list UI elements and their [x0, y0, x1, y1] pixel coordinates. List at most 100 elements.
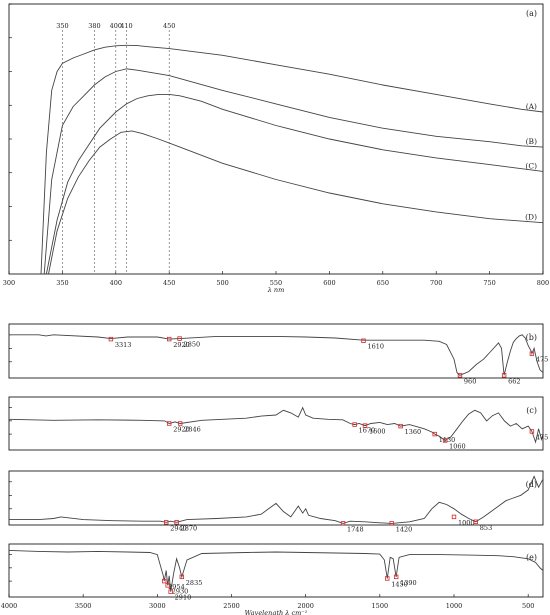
panel-label: (d) [526, 480, 537, 489]
peak-label: 475 [536, 433, 548, 441]
x-tick-label: 750 [483, 279, 495, 287]
panel-label: (a) [526, 9, 537, 18]
x-tick-label: 400 [110, 279, 122, 287]
series-label: (A) [526, 102, 537, 111]
peak-marker [168, 589, 173, 594]
series-line-A [40, 44, 544, 275]
peak-label: 1670 [359, 427, 376, 435]
x-tick-label: 1000 [446, 602, 463, 610]
peak-marker [529, 351, 535, 356]
plot-frame [8, 323, 544, 379]
peak-label: 2835 [186, 579, 203, 587]
x-tick-label: 700 [430, 279, 442, 287]
series-line [8, 406, 544, 444]
peak-label: 2850 [184, 341, 201, 349]
series-label: (B) [526, 137, 537, 146]
x-tick-label: 2500 [223, 602, 240, 610]
series-line [9, 334, 544, 376]
peak-marker [177, 336, 182, 341]
peak-marker [432, 431, 437, 437]
x-axis-label: λ nm [267, 286, 285, 294]
peak-label: 2920 [173, 426, 190, 434]
vline-label: 410 [120, 22, 132, 30]
x-tick-label: 3500 [75, 602, 92, 610]
peak-marker [352, 422, 357, 427]
x-tick-label: 650 [377, 279, 389, 287]
vline-label: 350 [56, 22, 68, 30]
peak-label: 2910 [175, 594, 192, 602]
plot-frame [8, 470, 544, 526]
peak-label: 2930 [172, 587, 189, 595]
peak-label: 1748 [347, 525, 364, 533]
x-tick-label: 300 [3, 279, 15, 287]
peak-marker [174, 520, 179, 525]
panel-label: (b) [526, 333, 537, 342]
peak-marker [165, 583, 170, 588]
peak-label: 662 [508, 377, 520, 385]
peak-marker [166, 421, 172, 426]
peak-label: 2940 [170, 524, 187, 532]
series-line [8, 549, 544, 592]
peak-label: 3313 [115, 341, 132, 349]
panel-e: (e) 4000 3500 3000 2500 2000 1500 1000 500 Wavele… [1, 543, 544, 615]
panel-label: (c) [526, 406, 537, 415]
peak-label: 1450 [391, 580, 408, 588]
series-line-C [45, 93, 544, 275]
peak-marker [473, 519, 479, 524]
x-tick-label: 500 [216, 279, 228, 287]
peak-marker [501, 373, 507, 378]
series-line-D [48, 130, 544, 275]
peak-marker [385, 576, 390, 581]
peak-label: 1610 [368, 343, 385, 351]
peak-label: 1000 [458, 519, 475, 527]
peak-marker [177, 421, 183, 426]
peak-marker [108, 336, 114, 342]
peak-label: 1360 [405, 428, 422, 436]
peak-marker [457, 373, 463, 378]
x-tick-label: 3000 [149, 602, 166, 610]
vline-label: 380 [88, 22, 100, 30]
panel-label: (e) [526, 553, 537, 562]
x-tick-label: 4000 [1, 602, 18, 610]
peak-marker [340, 521, 346, 526]
peak-label: 2920 [173, 341, 190, 349]
x-tick-label: 350 [56, 279, 68, 287]
x-tick-label: 450 [163, 279, 175, 287]
x-tick-label: 600 [323, 279, 335, 287]
peak-marker [161, 578, 167, 584]
peak-label: 1390 [400, 579, 417, 587]
x-tick-label: 2000 [297, 602, 314, 610]
peak-label: 475 [536, 356, 548, 364]
peak-marker [398, 423, 403, 429]
peak-marker [442, 438, 448, 443]
vline-label: 400 [110, 22, 122, 30]
vline-label: 450 [163, 22, 175, 30]
peak-label: 1600 [369, 428, 386, 436]
x-tick-label: 500 [522, 602, 534, 610]
peak-label: 853 [480, 524, 492, 532]
series-label: (D) [525, 213, 537, 222]
peak-marker [179, 574, 185, 580]
x-tick-label: 550 [270, 279, 282, 287]
peak-label: 2846 [184, 426, 201, 434]
peak-marker [362, 423, 368, 428]
peak-label: 2954 [168, 583, 185, 591]
peak-marker [361, 338, 366, 343]
x-tick-label: 800 [537, 279, 549, 287]
peak-marker [393, 574, 399, 580]
plot-frame [8, 396, 544, 451]
peak-marker [529, 429, 535, 434]
series-line-B [43, 68, 544, 275]
x-tick-label: 1500 [372, 602, 389, 610]
panels: (a) 300 350 400 450 500 550 600 650 700 750 800 λ nm… [1, 3, 549, 615]
peak-marker [389, 521, 394, 526]
peak-label: 1420 [396, 525, 413, 533]
x-axis-label: Wavelength λ cm⁻¹ [245, 609, 308, 615]
peak-label: 2870 [181, 524, 198, 532]
peak-label: 960 [464, 377, 476, 385]
peak-label: 1060 [449, 442, 466, 450]
